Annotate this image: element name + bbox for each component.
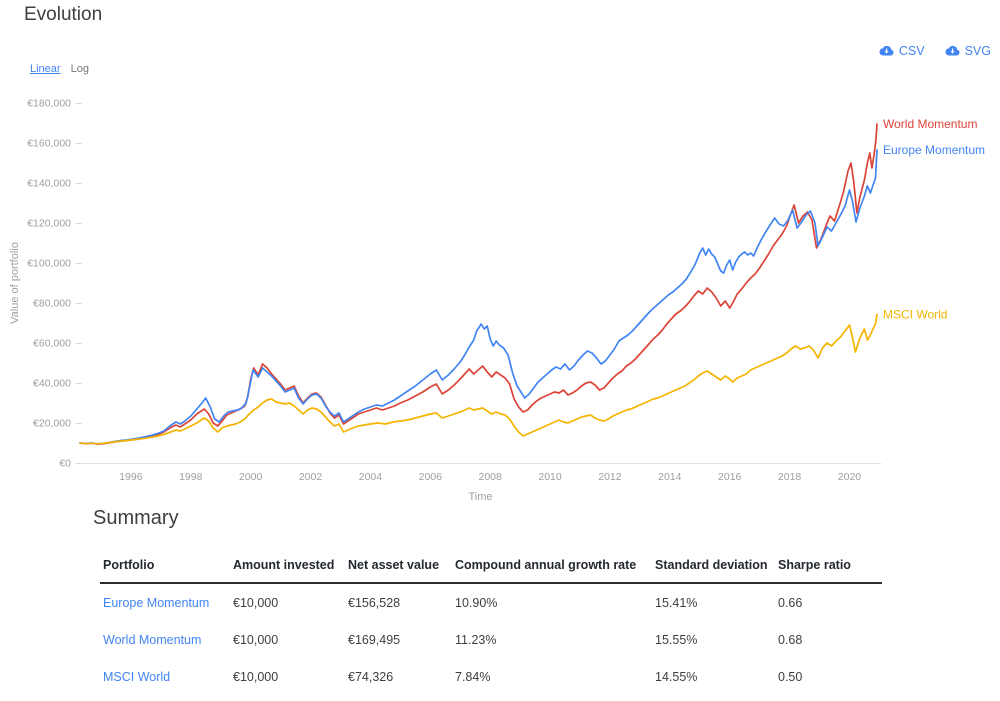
sharpe-ratio-cell: 0.68 [778, 632, 803, 647]
y-axis-tick-label: €0 [59, 458, 71, 470]
table-row-world-momentum: World Momentum €10,000 €169,495 11.23% 1… [100, 621, 882, 658]
page-title: Evolution [24, 4, 103, 25]
cagr-cell: 11.23% [455, 632, 497, 647]
table-row-msci-world: MSCI World €10,000 €74,326 7.84% 14.55% … [100, 658, 882, 695]
x-axis-tick-label: 1998 [179, 471, 203, 483]
net-asset-value-cell: €74,326 [348, 669, 394, 684]
cloud-download-icon [879, 45, 894, 57]
standard-deviation-cell: 15.41% [655, 595, 698, 610]
x-axis-tick-label: 1996 [119, 471, 143, 483]
x-axis-tick-label: 2006 [419, 471, 443, 483]
y-axis-tick-label: €140,000 [27, 178, 71, 190]
x-axis-tick-label: 2018 [778, 471, 802, 483]
svg-download-button[interactable]: SVG [945, 44, 991, 58]
y-axis-tick-label: €100,000 [27, 258, 71, 270]
column-header-cagr: Compound annual growth rate [452, 558, 652, 584]
tab-log-scale[interactable]: Log [70, 63, 89, 75]
evolution-chart[interactable]: €0 €20,000 €40,000 €60,000 €80,000 €100,000 €1… [0, 0, 1000, 505]
column-header-amount-invested: Amount invested [230, 558, 345, 584]
series-line-europe-momentum[interactable] [79, 149, 878, 445]
y-axis-tick-label: €160,000 [27, 138, 71, 150]
csv-button-label: CSV [898, 44, 925, 58]
portfolio-link[interactable]: Europe Momentum [103, 595, 210, 610]
y-axis-tick-label: €120,000 [27, 218, 71, 230]
y-axis-tick-label: €80,000 [33, 298, 71, 310]
net-asset-value-cell: €156,528 [348, 595, 401, 610]
y-axis-tick-label: €180,000 [27, 98, 71, 110]
tab-linear-scale[interactable]: Linear [30, 63, 61, 75]
svg-button-label: SVG [964, 44, 991, 58]
x-axis-tick-label: 2008 [478, 471, 502, 483]
x-axis-title: Time [468, 491, 492, 503]
x-axis-tick-label: 2014 [658, 471, 682, 483]
y-axis-tick-label: €20,000 [33, 418, 71, 430]
amount-invested-cell: €10,000 [233, 669, 279, 684]
y-axis-tick-label: €40,000 [33, 378, 71, 390]
sharpe-ratio-cell: 0.66 [778, 595, 803, 610]
x-axis-tick-label: 2004 [359, 471, 383, 483]
x-axis-tick-label: 2016 [718, 471, 742, 483]
summary-title: Summary [93, 507, 179, 529]
column-header-portfolio: Portfolio [100, 558, 230, 584]
table-row-europe-momentum: Europe Momentum €10,000 €156,528 10.90% … [100, 583, 882, 621]
series-label-msci-world: MSCI World [883, 307, 947, 321]
series-label-europe-momentum: Europe Momentum [883, 143, 985, 157]
sharpe-ratio-cell: 0.50 [778, 669, 803, 684]
standard-deviation-cell: 15.55% [655, 632, 698, 647]
column-header-sharpe-ratio: Sharpe ratio [775, 558, 882, 584]
summary-table: Portfolio Amount invested Net asset valu… [100, 558, 882, 695]
y-axis-title: Value of portfolio [9, 242, 21, 324]
amount-invested-cell: €10,000 [233, 595, 279, 610]
amount-invested-cell: €10,000 [233, 632, 279, 647]
cagr-cell: 7.84% [455, 669, 491, 684]
series-label-world-momentum: World Momentum [883, 117, 977, 131]
cagr-cell: 10.90% [455, 595, 498, 610]
standard-deviation-cell: 14.55% [655, 669, 698, 684]
summary-header-row: Portfolio Amount invested Net asset valu… [100, 558, 882, 584]
x-axis-tick-label: 2020 [838, 471, 862, 483]
scale-toggle: Linear Log [30, 63, 89, 75]
x-axis-tick-label: 2000 [239, 471, 263, 483]
cloud-download-icon [945, 45, 960, 57]
export-buttons: CSV SVG [879, 44, 991, 58]
column-header-standard-deviation: Standard deviation [652, 558, 775, 584]
x-axis-tick-label: 2002 [299, 471, 323, 483]
x-axis-tick-label: 2010 [538, 471, 562, 483]
x-axis-tick-label: 2012 [598, 471, 622, 483]
series-line-world-momentum[interactable] [79, 123, 878, 446]
portfolio-link[interactable]: World Momentum [103, 632, 202, 647]
portfolio-link[interactable]: MSCI World [103, 669, 171, 684]
series-line-msci-world[interactable] [79, 313, 878, 445]
csv-download-button[interactable]: CSV [879, 44, 925, 58]
column-header-net-asset-value: Net asset value [345, 558, 452, 584]
y-axis-tick-label: €60,000 [33, 338, 71, 350]
net-asset-value-cell: €169,495 [348, 632, 401, 647]
